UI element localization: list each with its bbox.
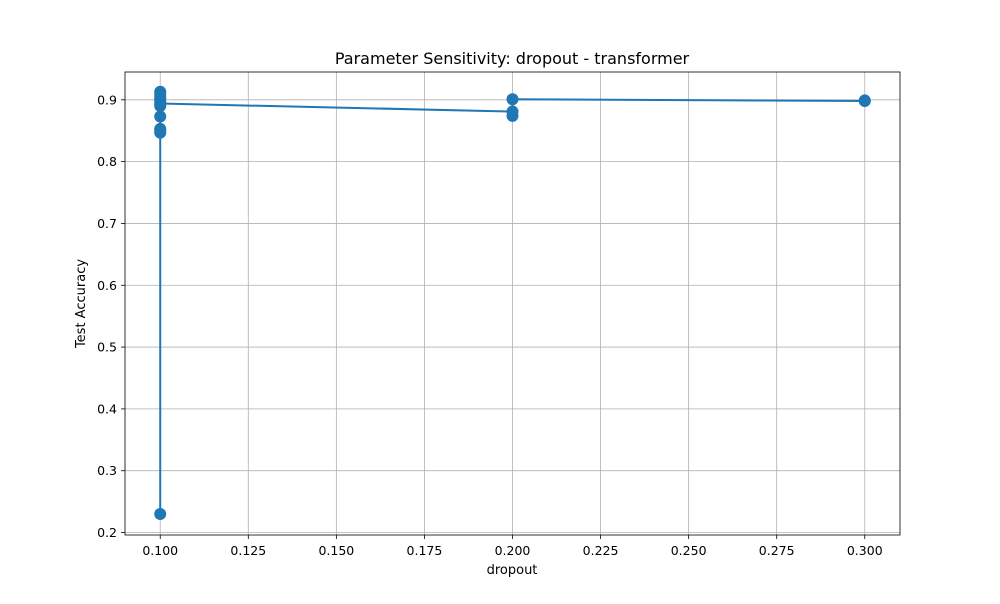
- y-tick-label: 0.7: [97, 216, 117, 231]
- plot-area-frame: [124, 71, 901, 536]
- x-tick-label: 0.175: [407, 543, 443, 558]
- data-point: [154, 122, 167, 135]
- x-tick-label: 0.300: [847, 543, 883, 558]
- data-point: [506, 105, 519, 118]
- data-point: [506, 93, 519, 106]
- data-point: [858, 94, 871, 107]
- y-axis-ticks: 0.2 0.3 0.4 0.5 0.6 0.7 0.8 0.9: [97, 92, 125, 540]
- grid-layer: [125, 72, 900, 535]
- data-point: [154, 85, 167, 98]
- series-line: [159, 90, 865, 514]
- data-point: [154, 507, 167, 520]
- y-tick-label: 0.3: [97, 463, 117, 478]
- x-tick-label: 0.225: [583, 543, 619, 558]
- y-tick-label: 0.2: [97, 525, 117, 540]
- y-tick-label: 0.4: [97, 401, 117, 416]
- y-axis-label: Test Accuracy: [74, 259, 89, 349]
- y-tick-label: 0.8: [97, 154, 117, 169]
- x-tick-label: 0.200: [495, 543, 531, 558]
- data-point: [154, 110, 167, 123]
- x-tick-label: 0.150: [318, 543, 354, 558]
- x-axis-ticks: 0.100 0.125 0.150 0.175 0.200 0.225 0.250 0.275…: [142, 535, 883, 558]
- series-layer: [154, 85, 871, 520]
- chart-title: Parameter Sensitivity: dropout - transfo…: [335, 49, 690, 68]
- y-tick-label: 0.6: [97, 278, 117, 293]
- x-axis-label: dropout: [487, 563, 538, 578]
- y-tick-label: 0.5: [97, 340, 117, 355]
- x-tick-label: 0.125: [230, 543, 266, 558]
- y-tick-label: 0.9: [97, 92, 117, 107]
- x-tick-label: 0.275: [759, 543, 795, 558]
- x-tick-label: 0.100: [142, 543, 178, 558]
- x-tick-label: 0.250: [671, 543, 707, 558]
